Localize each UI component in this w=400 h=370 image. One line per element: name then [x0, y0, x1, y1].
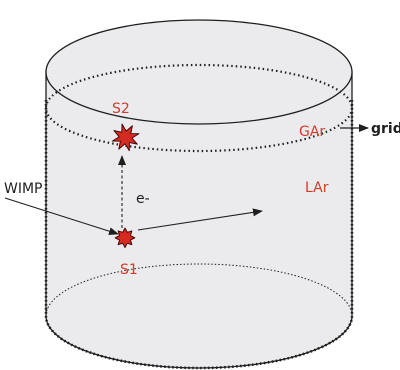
s1-label: S1 [120, 262, 138, 278]
s1-flash [114, 227, 136, 249]
cylinder-bottom-dotted [45, 263, 353, 369]
scattered-wimp-arrow [137, 208, 263, 231]
electron-label: e- [136, 191, 150, 207]
cylinder-top [45, 19, 353, 125]
lar-label: LAr [305, 180, 329, 196]
wimp-label: WIMP [4, 181, 43, 197]
s2-flash [111, 123, 140, 152]
wimp-incoming-arrow [4, 197, 119, 236]
gar-label: GAr [299, 124, 325, 140]
liquid-surface-dotted [44, 63, 354, 153]
s2-label: S2 [112, 101, 130, 117]
grid-label: grid [371, 121, 400, 137]
